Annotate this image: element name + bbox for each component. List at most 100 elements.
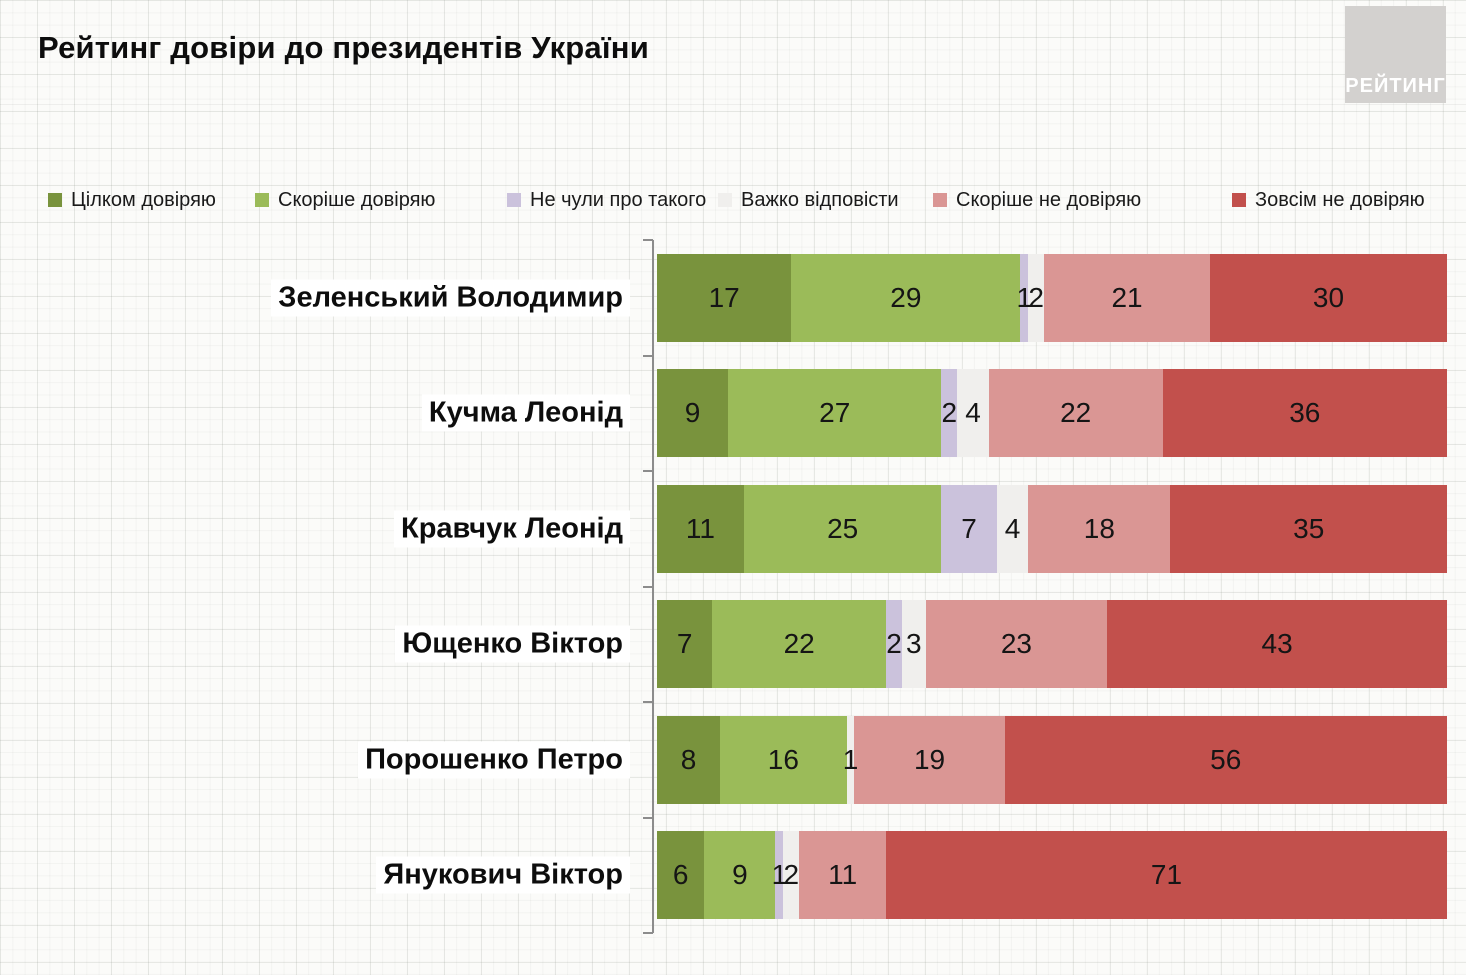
bar-segment: 9 — [704, 831, 776, 920]
chart-row: Ющенко Віктор 7 22 2 3 23 43 — [0, 600, 1466, 689]
segment-value-label: 2 — [886, 628, 902, 660]
chart-row: Порошенко Петро 8 16 1 19 56 — [0, 715, 1466, 804]
bar-segment: 22 — [988, 369, 1163, 458]
segment-value-label: 19 — [913, 743, 946, 775]
legend-label: Скоріше довіряю — [278, 188, 436, 211]
segment-value-label: 25 — [827, 512, 859, 544]
category-label: Кравчук Леонід — [394, 510, 630, 548]
segment-value-label: 17 — [708, 281, 740, 313]
chart-row: Янукович Віктор 6 9 1 2 11 71 — [0, 831, 1466, 920]
bar-segment: 35 — [1170, 484, 1447, 573]
stacked-bar: 17 29 1 2 21 30 — [657, 253, 1447, 342]
segment-value-label: 27 — [819, 397, 851, 429]
segment-value-label: 29 — [890, 281, 922, 313]
axis-tick — [643, 585, 653, 588]
segment-value-label: 7 — [676, 628, 693, 660]
legend-label: Не чули про такого — [530, 188, 707, 211]
stacked-bar: 8 16 1 19 56 — [657, 715, 1447, 804]
bar-segment: 7 — [657, 600, 713, 689]
legend-item: Не чули про такого — [507, 189, 706, 211]
legend-swatch — [718, 193, 732, 207]
legend-item: Скоріше не довіряю — [933, 189, 1141, 211]
bar-segment: 56 — [1004, 715, 1447, 804]
segment-value-label: 56 — [1210, 743, 1242, 775]
segment-value-label: 43 — [1261, 628, 1293, 660]
segment-value-label: 22 — [783, 628, 815, 660]
chart-row: Кравчук Леонід 11 25 7 4 18 35 — [0, 484, 1466, 573]
segment-value-label: 71 — [1150, 859, 1183, 891]
axis-tick — [643, 701, 653, 703]
bar-segment: 6 — [657, 831, 705, 920]
segment-value-label: 9 — [684, 397, 701, 429]
stacked-bar: 7 22 2 3 23 43 — [657, 600, 1447, 689]
bar-segment: 8 — [657, 715, 721, 804]
segment-value-label: 4 — [1004, 512, 1021, 544]
segment-value-label: 2 — [783, 859, 800, 891]
stacked-bar: 6 9 1 2 11 71 — [657, 831, 1447, 920]
segment-value-label: 18 — [1083, 512, 1115, 544]
chart-row: Зеленський Володимир 17 29 1 2 21 30 — [0, 253, 1466, 342]
category-label: Кучма Леонід — [421, 394, 630, 432]
segment-value-label: 9 — [732, 859, 748, 891]
legend-swatch — [255, 193, 269, 207]
y-axis-line — [652, 240, 654, 933]
bar-segment: 25 — [743, 484, 942, 573]
bar-segment: 21 — [1044, 253, 1210, 342]
legend-label: Скоріше не довіряю — [956, 188, 1142, 211]
segment-value-label: 2 — [941, 397, 958, 429]
segment-value-label: 4 — [965, 397, 981, 429]
chart-row: Кучма Леонід 9 27 2 4 22 36 — [0, 369, 1466, 458]
segment-value-label: 22 — [1060, 397, 1092, 429]
bar-segment: 17 — [657, 253, 792, 342]
bar-segment: 7 — [941, 484, 997, 573]
segment-value-label: 35 — [1293, 512, 1325, 544]
legend-item: Зовсім не довіряю — [1232, 189, 1425, 211]
page-title: Рейтинг довіри до президентів України — [38, 30, 649, 65]
stacked-bar: 9 27 2 4 22 36 — [657, 369, 1447, 458]
legend-swatch — [507, 193, 521, 207]
axis-tick — [643, 239, 653, 241]
bar-segment: 30 — [1209, 253, 1447, 342]
axis-tick — [643, 816, 653, 819]
bar-segment: 2 — [886, 600, 902, 689]
category-label: Янукович Віктор — [376, 856, 630, 894]
bar-segment: 11 — [799, 831, 887, 920]
segment-value-label: 8 — [680, 743, 697, 775]
rating-logo: РЕЙТИНГ — [1345, 6, 1446, 103]
axis-tick — [643, 470, 653, 472]
bar-segment: 9 — [657, 369, 729, 458]
bar-segment: 1 — [1017, 253, 1032, 342]
bar-segment: 18 — [1028, 484, 1171, 573]
segment-value-label: 11 — [685, 512, 715, 544]
legend-label: Важко відповісти — [741, 188, 899, 211]
bar-segment: 1 — [772, 831, 787, 920]
category-label: Зеленський Володимир — [271, 279, 630, 317]
bar-segment: 36 — [1162, 369, 1447, 458]
segment-value-label: 11 — [828, 859, 858, 891]
legend-swatch — [1232, 193, 1246, 207]
segment-value-label: 3 — [905, 628, 922, 660]
bar-segment: 16 — [720, 715, 847, 804]
axis-tick — [643, 932, 653, 934]
segment-value-label: 30 — [1312, 281, 1345, 313]
segment-value-label: 23 — [1000, 628, 1032, 660]
stacked-bar: 11 25 7 4 18 35 — [657, 484, 1447, 573]
bar-segment: 19 — [854, 715, 1005, 804]
legend-label: Зовсім не довіряю — [1255, 188, 1425, 211]
bar-segment: 23 — [925, 600, 1108, 689]
bar-segment: 2 — [1028, 253, 1045, 342]
legend-item: Цілком довіряю — [48, 189, 216, 211]
segment-value-label: 21 — [1111, 281, 1143, 313]
bar-segment: 2 — [941, 369, 958, 458]
rating-logo-text: РЕЙТИНГ — [1345, 75, 1446, 97]
bar-segment: 1 — [843, 715, 858, 804]
segment-value-label: 6 — [672, 859, 689, 891]
category-label: Порошенко Петро — [358, 741, 630, 779]
bar-segment: 4 — [957, 369, 989, 458]
divider-line — [0, 104, 1466, 105]
legend-label: Цілком довіряю — [71, 188, 216, 211]
bar-segment: 29 — [791, 253, 1021, 342]
bar-segment: 11 — [657, 484, 744, 573]
category-label: Ющенко Віктор — [395, 625, 630, 663]
